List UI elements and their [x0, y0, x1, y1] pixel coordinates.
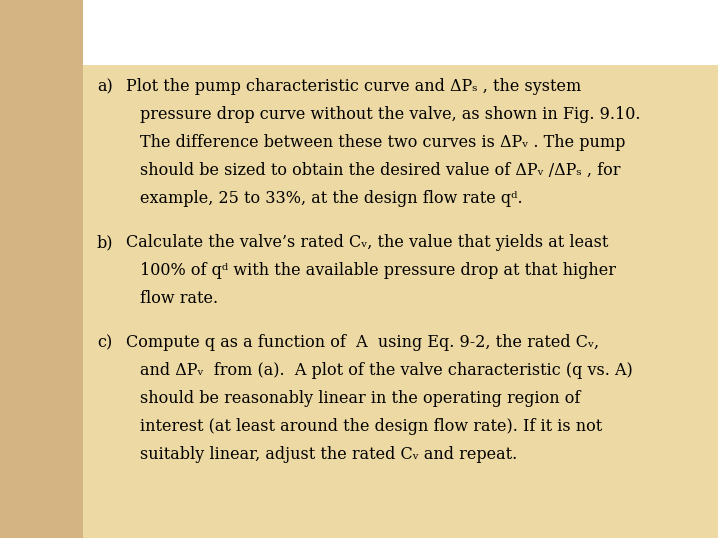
- Text: Calculate the valve’s rated Cᵥ, the value that yields at least: Calculate the valve’s rated Cᵥ, the valu…: [126, 234, 608, 251]
- Text: pressure drop curve without the valve, as shown in Fig. 9.10.: pressure drop curve without the valve, a…: [140, 106, 640, 123]
- Text: b): b): [97, 234, 113, 251]
- Text: Plot the pump characteristic curve and ΔPₛ , the system: Plot the pump characteristic curve and Δ…: [126, 78, 581, 95]
- Text: should be reasonably linear in the operating region of: should be reasonably linear in the opera…: [140, 390, 580, 407]
- Text: should be sized to obtain the desired value of ΔPᵥ /ΔPₛ , for: should be sized to obtain the desired va…: [140, 162, 620, 179]
- Text: suitably linear, adjust the rated Cᵥ and repeat.: suitably linear, adjust the rated Cᵥ and…: [140, 446, 517, 463]
- Text: Compute q as a function of  A  using Eq. 9-2, the rated Cᵥ,: Compute q as a function of A using Eq. 9…: [126, 334, 599, 351]
- Text: interest (at least around the design flow rate). If it is not: interest (at least around the design flo…: [140, 418, 602, 435]
- Text: example, 25 to 33%, at the design flow rate qᵈ.: example, 25 to 33%, at the design flow r…: [140, 190, 523, 207]
- Text: 100% of qᵈ with the available pressure drop at that higher: 100% of qᵈ with the available pressure d…: [140, 262, 616, 279]
- Text: To Select an Equal Percentage Valve:: To Select an Equal Percentage Valve:: [97, 30, 556, 52]
- Text: a): a): [97, 78, 113, 95]
- Text: c): c): [97, 334, 112, 351]
- Text: The difference between these two curves is ΔPᵥ . The pump: The difference between these two curves …: [140, 134, 625, 151]
- Text: and ΔPᵥ  from (a).  A plot of the valve characteristic (q vs. A): and ΔPᵥ from (a). A plot of the valve ch…: [140, 362, 633, 379]
- Text: flow rate.: flow rate.: [140, 290, 218, 307]
